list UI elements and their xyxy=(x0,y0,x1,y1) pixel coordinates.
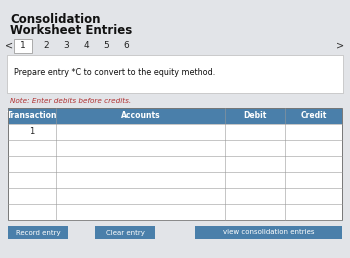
FancyBboxPatch shape xyxy=(7,55,343,93)
Bar xyxy=(95,226,155,239)
Text: Transaction: Transaction xyxy=(7,111,57,120)
Text: 1: 1 xyxy=(30,127,35,136)
Bar xyxy=(8,108,342,220)
Text: Note: Enter debits before credits.: Note: Enter debits before credits. xyxy=(10,98,131,104)
Text: Credit: Credit xyxy=(300,111,327,120)
Text: Prepare entry *C to convert to the equity method.: Prepare entry *C to convert to the equit… xyxy=(14,68,215,77)
Text: Worksheet Entries: Worksheet Entries xyxy=(10,24,132,37)
Text: 3: 3 xyxy=(63,42,69,51)
Text: Accounts: Accounts xyxy=(121,111,161,120)
Bar xyxy=(195,226,342,239)
Bar xyxy=(8,188,342,204)
Bar xyxy=(8,226,68,239)
Text: Consolidation: Consolidation xyxy=(10,13,100,26)
Text: 1: 1 xyxy=(20,42,26,51)
Text: Record entry: Record entry xyxy=(16,230,60,236)
Text: Clear entry: Clear entry xyxy=(106,230,145,236)
Text: view consolidation entries: view consolidation entries xyxy=(223,230,314,236)
Text: 6: 6 xyxy=(123,42,129,51)
Bar xyxy=(8,156,342,172)
Text: >: > xyxy=(336,41,344,51)
Text: Debit: Debit xyxy=(244,111,267,120)
Text: 2: 2 xyxy=(43,42,49,51)
Bar xyxy=(8,172,342,188)
Text: <: < xyxy=(5,41,13,51)
Bar xyxy=(8,124,342,140)
Bar xyxy=(14,39,32,53)
Bar xyxy=(8,108,342,124)
Text: 5: 5 xyxy=(103,42,109,51)
Bar xyxy=(8,204,342,220)
Bar xyxy=(8,140,342,156)
Text: 4: 4 xyxy=(83,42,89,51)
